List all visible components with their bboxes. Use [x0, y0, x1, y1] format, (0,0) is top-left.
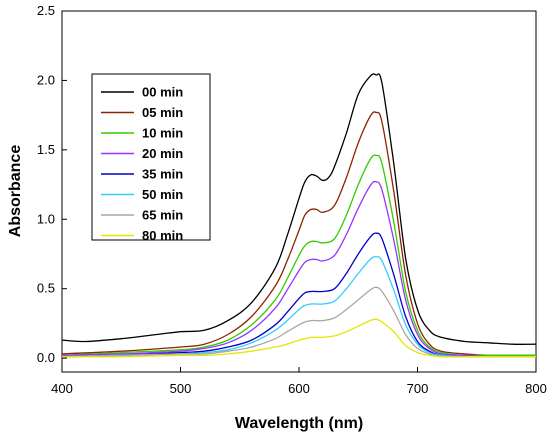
y-tick-label: 1.5: [37, 142, 55, 157]
legend-label-5: 50 min: [142, 187, 183, 202]
x-tick-label: 500: [170, 381, 192, 396]
legend-label-4: 35 min: [142, 167, 183, 182]
x-tick-label: 800: [525, 381, 547, 396]
legend-label-6: 65 min: [142, 208, 183, 223]
legend-label-0: 00 min: [142, 85, 183, 100]
x-axis-title: Wavelength (nm): [235, 415, 363, 432]
x-tick-label: 700: [407, 381, 429, 396]
series-lines: [61, 73, 537, 358]
series-line-6: [61, 286, 536, 358]
series-line-4: [61, 232, 536, 358]
legend-label-2: 10 min: [142, 126, 183, 141]
y-axis-title: Absorbance: [7, 145, 24, 238]
series-line-2: [61, 154, 536, 357]
legend-label-3: 20 min: [142, 146, 183, 161]
y-tick-label: 0.0: [37, 350, 55, 365]
y-axis: 0.0 0.5 1.0 1.5 2.0 2.5: [37, 3, 67, 365]
series-line-1: [61, 111, 537, 357]
legend: 00 min 05 min 10 min 20 min 35 min 50 min 65 m…: [91, 73, 211, 243]
legend-box: [91, 73, 211, 241]
x-axis: 400 500 600 700 800: [51, 367, 547, 396]
series-line-3: [61, 180, 537, 358]
y-tick-label: 0.5: [37, 281, 55, 296]
legend-label-7: 80 min: [142, 228, 183, 243]
y-tick-label: 1.0: [37, 211, 55, 226]
x-tick-label: 600: [288, 381, 310, 396]
x-tick-label: 400: [51, 381, 73, 396]
series-line-7: [61, 318, 536, 358]
y-tick-label: 2.0: [37, 72, 55, 87]
series-line-5: [61, 256, 536, 358]
y-tick-label: 2.5: [37, 3, 55, 18]
legend-label-1: 05 min: [142, 105, 183, 120]
series-line-0: [61, 73, 537, 345]
